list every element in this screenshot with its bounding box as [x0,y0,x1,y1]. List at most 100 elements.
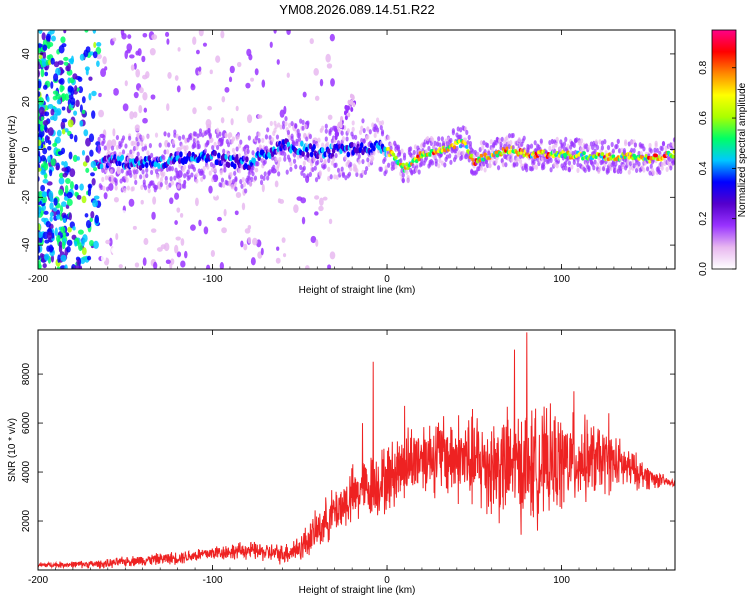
halo-cell [295,138,299,144]
halo-cell [361,158,365,165]
snr-x-tick-label: -200 [28,575,48,586]
noise-cell [38,244,41,254]
halo-cell [196,133,200,139]
halo-cell [297,136,302,142]
halo-cell [593,148,597,154]
noise-cell [202,42,208,47]
halo-cell [430,160,435,166]
halo-cell [518,153,523,160]
halo-cell [102,138,106,144]
ridge-cell [226,162,231,169]
halo-cell [132,169,137,175]
noise-cell [40,116,45,121]
halo-cell [325,141,330,147]
noise-cell [149,48,156,56]
halo-cell [266,127,270,133]
halo-cell [566,155,570,161]
noise-cell [72,226,76,231]
colorbar-ticks: 0.0 0.2 0.4 0.6 0.8 [698,60,736,276]
halo-cell [330,160,335,166]
noise-cell [81,109,86,115]
halo-cell [247,175,251,181]
noise-cell [235,191,242,198]
halo-cell [184,150,188,156]
noise-cell [145,71,150,79]
noise-cell [79,120,84,127]
noise-cell [42,50,47,60]
spectrogram-x-tick-label: 100 [553,274,570,285]
noise-cell [98,92,102,98]
halo-cell [234,177,238,183]
ridge-cell [654,153,658,158]
halo-cell [569,149,573,155]
halo-cell [165,166,170,173]
noise-cell [138,104,143,114]
noise-cell [124,50,129,60]
halo-cell [600,140,604,146]
noise-cell [54,136,61,144]
halo-cell [119,142,123,148]
noise-cell [59,77,65,86]
halo-cell [303,124,308,130]
noise-cell [327,264,332,269]
noise-cell [113,196,119,203]
spectrogram-y-tick-label: 20 [21,96,32,108]
halo-cell [150,169,154,176]
arm-cell [344,115,348,121]
noise-cell [88,76,93,81]
noise-cell [93,240,99,249]
halo-cell [672,137,675,143]
halo-cell [637,161,641,167]
halo-cell [400,148,404,154]
noise-cell [190,83,195,88]
ridge-cell [600,152,605,157]
halo-cell [208,132,212,138]
noise-cell [90,160,97,169]
noise-cell [279,199,285,204]
noise-cell [38,223,41,232]
ridge-cell [350,141,354,148]
noise-cell [272,210,276,219]
noise-cell [44,111,50,117]
halo-cell [193,131,198,137]
noise-cell [139,124,146,133]
arm-cell [349,100,353,106]
halo-cell [505,135,509,141]
arm-cell [339,120,343,126]
noise-cell [191,239,197,246]
noise-cell [129,111,135,120]
halo-cell [489,139,493,145]
halo-cell [451,130,455,136]
halo-cell [191,144,195,150]
halo-cell [525,167,529,173]
spectrogram-x-label: Height of straight line (km) [299,285,416,296]
halo-cell [433,140,437,146]
halo-cell [562,141,567,147]
halo-cell [131,140,135,146]
noise-cell [220,30,225,39]
noise-cell [115,221,120,228]
halo-cell [290,133,294,139]
chart-title: YM08.2026.089.14.51.R22 [279,2,434,17]
halo-cell [192,166,196,172]
halo-cell [646,166,650,172]
spectrogram-cells [38,30,675,269]
noise-cell [61,201,67,207]
halo-cell [247,135,251,141]
halo-cell [173,175,177,181]
halo-cell [660,161,664,168]
halo-cell [220,177,225,183]
halo-cell [197,143,201,150]
halo-cell [619,168,623,175]
noise-cell [121,32,127,40]
noise-cell [41,32,46,41]
halo-cell [246,179,250,185]
halo-cell [163,149,167,155]
noise-cell [133,111,138,118]
halo-cell [440,136,444,142]
noise-cell [296,196,303,201]
noise-cell [247,224,252,230]
noise-cell [46,136,50,141]
halo-cell [564,160,568,166]
halo-cell [275,134,280,140]
